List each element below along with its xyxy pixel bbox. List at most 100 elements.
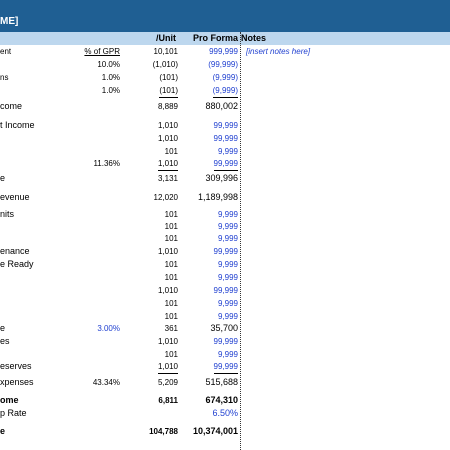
pro-forma-cell[interactable]: 515,688 [205,377,238,387]
pro-forma-cell[interactable]: 99,999 [213,247,238,256]
row-label[interactable]: ns [0,73,9,82]
pro-forma-cell[interactable]: 9,999 [217,210,238,219]
unit-cell[interactable]: 101 [164,210,178,219]
pct-cell[interactable]: 11.36% [93,159,120,168]
unit-cell[interactable]: 1,010 [157,286,178,295]
row-label[interactable]: nits [0,209,15,219]
note-cell[interactable]: [insert notes here] [246,47,311,56]
pro-forma-cell[interactable]: 674,310 [205,395,238,405]
unit-cell[interactable]: 101 [164,299,178,308]
pro-forma-header: Pro Forma [192,33,238,43]
pro-forma-cell[interactable]: 6.50% [212,408,238,418]
row-label[interactable]: ome [0,395,19,405]
pro-forma-cell[interactable]: 9,999 [217,222,238,231]
table-row: 101 9,999 [0,348,450,361]
unit-cell[interactable]: 1,010 [157,134,178,143]
unit-cell[interactable]: 1,010 [157,157,178,171]
unit-cell[interactable]: 12,020 [153,193,178,202]
pro-forma-cell[interactable]: (9,999) [212,73,238,82]
pro-forma-cell[interactable]: 99,999 [213,157,238,171]
unit-cell[interactable]: 101 [164,312,178,321]
pro-forma-cell[interactable]: 880,002 [205,101,238,111]
pct-cell[interactable]: 10.0% [97,60,120,69]
unit-cell[interactable]: 101 [164,273,178,282]
row-label[interactable]: e [0,323,6,333]
unit-cell[interactable]: 5,209 [157,378,178,387]
unit-cell[interactable]: 361 [164,324,178,333]
row-label[interactable]: enance [0,246,30,256]
table-row: 101 9,999 [0,271,450,284]
row-label[interactable]: xpenses [0,377,34,387]
pro-forma-cell[interactable]: 9,999 [217,234,238,243]
unit-cell[interactable]: 10,101 [153,47,178,56]
pct-cell[interactable]: 43.34% [92,378,120,387]
unit-cell[interactable]: 104,788 [149,427,178,436]
row-label[interactable]: evenue [0,192,30,202]
row-label[interactable]: come [0,101,23,111]
table-row: 101 9,999 [0,145,450,158]
row-label[interactable]: es [0,336,10,346]
pro-forma-cell[interactable]: 9,999 [217,350,238,359]
table-row: eserves 1,010 99,999 [0,360,450,374]
table-row: 10.0% (1,010) (99,999) [0,58,450,71]
table-row: 101 9,999 [0,297,450,310]
unit-cell[interactable]: 101 [164,222,178,231]
pro-forma-cell[interactable]: 309,996 [205,173,238,183]
pro-forma-cell[interactable]: (99,999) [208,60,238,69]
pro-forma-cell[interactable]: (9,999) [212,84,238,98]
unit-cell[interactable]: 1,010 [157,247,178,256]
row-label[interactable]: eserves [0,361,32,371]
unit-cell[interactable]: 1,010 [157,360,178,374]
unit-cell[interactable]: 101 [164,234,178,243]
row-label[interactable]: e Ready [0,259,34,269]
row-label[interactable]: e [0,173,6,183]
pro-forma-cell[interactable]: 99,999 [213,121,238,130]
table-row: nits 101 9,999 [0,208,450,221]
unit-cell[interactable]: (101) [159,73,178,82]
pct-cell[interactable]: 3.00% [97,324,120,333]
table-row: e 3.00% 361 35,700 [0,322,450,335]
notes-divider [240,32,241,450]
pro-forma-cell[interactable]: 9,999 [217,147,238,156]
row-label[interactable]: ent [0,47,12,56]
pct-cell[interactable]: % of GPR [84,47,120,56]
table-row: xpenses 43.34% 5,209 515,688 [0,376,450,389]
pro-forma-cell[interactable]: 9,999 [217,299,238,308]
table-row: 1,010 99,999 [0,132,450,145]
pro-forma-cell[interactable]: 99,999 [213,337,238,346]
unit-cell[interactable]: (1,010) [152,60,178,69]
pro-forma-cell[interactable]: 99,999 [213,134,238,143]
notes-header: Notes [241,33,267,43]
pro-forma-cell[interactable]: 99,999 [213,286,238,295]
table-row: e 3,131 309,996 [0,172,450,185]
table-row: es 1,010 99,999 [0,335,450,348]
pro-forma-cell[interactable]: 9,999 [217,312,238,321]
pct-cell[interactable]: 1.0% [101,73,120,82]
pro-forma-cell[interactable]: 9,999 [217,273,238,282]
unit-cell[interactable]: 3,131 [157,174,178,183]
unit-cell[interactable]: 1,010 [157,121,178,130]
row-label[interactable]: p Rate [0,408,27,418]
pro-forma-cell[interactable]: 35,700 [210,323,238,333]
unit-cell[interactable]: 101 [164,350,178,359]
pro-forma-cell[interactable]: 999,999 [209,47,238,56]
table-row: 101 9,999 [0,310,450,323]
pro-forma-cell[interactable]: 10,374,001 [192,426,238,436]
sheet-title: ME] [0,16,19,27]
unit-cell[interactable]: 101 [164,147,178,156]
unit-cell[interactable]: 6,811 [158,396,178,405]
pro-forma-cell[interactable]: 1,189,998 [197,192,238,202]
table-row: ns 1.0% (101) (9,999) [0,71,450,84]
unit-cell[interactable]: 8,889 [157,102,178,111]
table-row: 11.36% 1,010 99,999 [0,157,450,171]
table-row: evenue 12,020 1,189,998 [0,191,450,204]
pro-forma-cell[interactable]: 99,999 [213,360,238,374]
row-label[interactable]: e [0,426,6,436]
pro-forma-cell[interactable]: 9,999 [217,260,238,269]
row-label[interactable]: t Income [0,120,35,130]
unit-cell[interactable]: 1,010 [157,337,178,346]
pct-cell[interactable]: 1.0% [101,86,120,95]
table-row: enance 1,010 99,999 [0,245,450,258]
unit-cell[interactable]: 101 [164,260,178,269]
unit-cell[interactable]: (101) [159,84,178,98]
